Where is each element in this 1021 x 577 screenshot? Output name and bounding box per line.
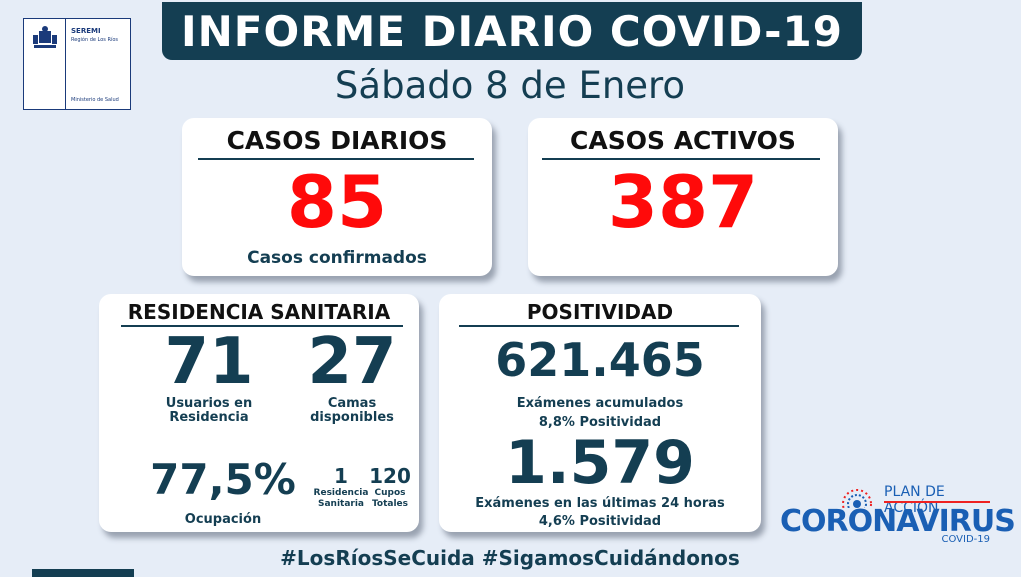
ultimas-value: 1.579 xyxy=(505,428,695,498)
plan-redline xyxy=(884,501,990,503)
plan-label: PLAN DE ACCIÓN xyxy=(884,484,945,516)
residencias-value: 1 xyxy=(334,464,348,488)
casos-activos-card: CASOS ACTIVOS 387 xyxy=(528,118,838,276)
plan-name: CORONAVIRUS xyxy=(780,504,1016,539)
logo-crest-panel xyxy=(24,19,66,109)
logo-seremi: SEREMI xyxy=(71,27,101,35)
ocupacion-label: Ocupación xyxy=(184,512,262,527)
residencias-label-1: Residencia xyxy=(313,488,369,498)
report-title: INFORME DIARIO COVID-19 xyxy=(162,2,862,60)
camas-value: 27 xyxy=(307,325,397,399)
usuarios-label-2: Residencia xyxy=(169,410,249,425)
acumulados-positividad: 8,8% Positividad xyxy=(538,415,662,430)
casos-activos-value: 387 xyxy=(607,160,759,244)
casos-diarios-caption: Casos confirmados xyxy=(247,248,427,268)
virus-icon xyxy=(842,489,872,508)
casos-activos-underline xyxy=(542,158,820,160)
residencia-underline xyxy=(121,325,403,327)
casos-diarios-underline xyxy=(198,158,474,160)
ocupacion-value: 77,5% xyxy=(150,455,296,504)
bottom-bar xyxy=(32,569,134,577)
seremi-logo: SEREMI Región de Los Ríos Ministerio de … xyxy=(23,18,131,110)
cupos-label-1: Cupos xyxy=(374,488,406,498)
camas-label-1: Camas xyxy=(327,396,377,411)
cupos-value: 120 xyxy=(369,464,411,488)
usuarios-label-1: Usuarios en xyxy=(165,396,253,411)
casos-diarios-card: CASOS DIARIOS 85 Casos confirmados xyxy=(182,118,492,276)
logo-ministry: Ministerio de Salud xyxy=(71,97,119,103)
report-date: Sábado 8 de Enero xyxy=(334,64,686,107)
acumulados-value: 621.465 xyxy=(495,333,705,387)
casos-activos-title: CASOS ACTIVOS xyxy=(570,126,796,155)
residencia-card: RESIDENCIA SANITARIA 71 Usuarios en Resi… xyxy=(99,294,419,532)
camas-label-2: disponibles xyxy=(310,410,394,425)
positividad-title: POSITIVIDAD xyxy=(526,300,674,324)
usuarios-value: 71 xyxy=(164,325,254,399)
positividad-underline xyxy=(459,325,739,327)
casos-diarios-title: CASOS DIARIOS xyxy=(226,126,448,155)
coat-of-arms-icon xyxy=(33,26,57,48)
residencias-label-2: Sanitaria xyxy=(317,499,365,509)
ultimas-label: Exámenes en las últimas 24 horas xyxy=(475,496,725,511)
casos-diarios-value: 85 xyxy=(286,160,388,244)
plan-de-accion-logo: PLAN DE ACCIÓN CORONAVIRUS COVID-19 xyxy=(780,478,1016,548)
cupos-label-2: Totales xyxy=(371,499,409,509)
residencia-title: RESIDENCIA SANITARIA xyxy=(127,300,391,324)
logo-region: Región de Los Ríos xyxy=(71,37,119,43)
ultimas-positividad: 4,6% Positividad xyxy=(538,514,662,529)
acumulados-label: Exámenes acumulados xyxy=(516,396,684,411)
plan-sub: COVID-19 xyxy=(941,534,990,545)
hashtags: #LosRíosSeCuida #SigamosCuidándonos xyxy=(280,546,740,570)
positividad-card: POSITIVIDAD 621.465 Exámenes acumulados … xyxy=(439,294,761,532)
